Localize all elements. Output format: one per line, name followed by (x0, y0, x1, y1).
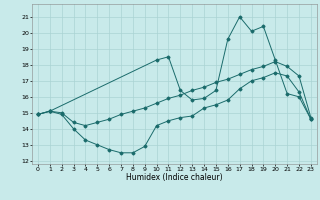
X-axis label: Humidex (Indice chaleur): Humidex (Indice chaleur) (126, 173, 223, 182)
